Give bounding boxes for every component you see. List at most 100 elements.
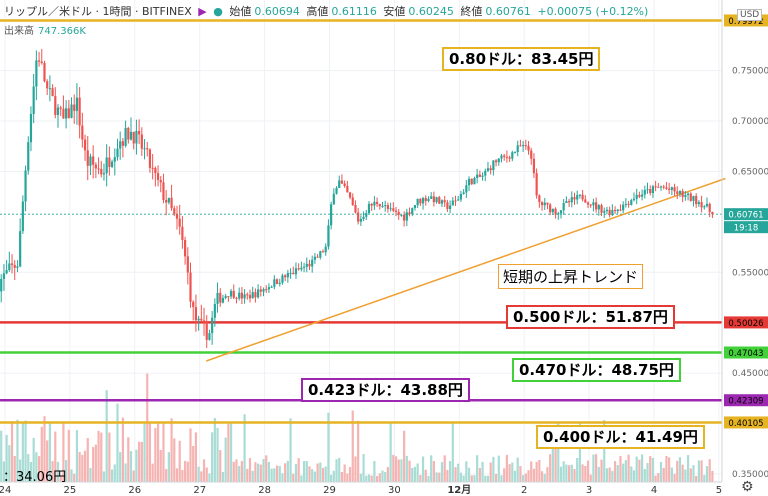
candle-body <box>462 192 465 194</box>
volume-bar <box>324 466 327 482</box>
volume-bar <box>438 472 441 482</box>
candle-body <box>649 189 652 194</box>
level-label-0400: 0.400ドル：41.49円 <box>536 425 705 449</box>
bookmark-icon[interactable]: ▶ <box>198 5 207 18</box>
candle-body <box>538 195 541 203</box>
candle-body <box>627 203 630 205</box>
volume-bar <box>692 465 695 482</box>
candle-body <box>708 203 711 212</box>
candle-body <box>240 292 243 299</box>
candle-body <box>676 191 679 194</box>
symbol-name[interactable]: リップル／米ドル · 1時間 · BITFINEX <box>4 5 192 18</box>
candle-body <box>340 180 344 184</box>
x-tick-label: 4 <box>651 485 657 496</box>
volume-bar <box>73 473 76 482</box>
candle-body <box>605 209 609 212</box>
volume-bar <box>159 449 162 482</box>
volume-bar <box>365 475 368 482</box>
volume-bar <box>403 430 406 482</box>
candle-body <box>102 173 106 175</box>
change-value: +0.00075 (+0.12%) <box>537 5 649 18</box>
volume-bar <box>330 474 333 482</box>
candle-body <box>227 296 230 298</box>
candle-body <box>40 61 43 63</box>
volume-bar <box>616 465 619 482</box>
candle-body <box>603 211 606 213</box>
candle-body <box>213 303 216 318</box>
volume-bar <box>105 390 108 482</box>
candle-body <box>551 208 554 213</box>
y-tick-label: 0.55000 <box>732 268 768 278</box>
volume-bar <box>213 418 216 482</box>
level-tag-label: 0.47043 <box>728 349 763 359</box>
volume-bar <box>305 461 308 482</box>
volume-bar <box>138 441 141 482</box>
volume-bar <box>167 452 170 482</box>
x-tick-label: 27 <box>193 485 206 496</box>
candle-body <box>524 145 527 147</box>
candle-body <box>324 246 327 253</box>
volume-bar <box>524 473 527 482</box>
candle-body <box>432 196 435 203</box>
volume-bar <box>224 437 227 482</box>
currency-badge[interactable]: USD <box>737 9 763 21</box>
candle-body <box>576 195 579 200</box>
volume-bar <box>227 423 230 482</box>
candle-body <box>511 152 514 159</box>
volume-bar <box>538 459 541 482</box>
candle-body <box>197 318 200 321</box>
candle-body <box>162 182 165 200</box>
candle-body <box>140 134 143 149</box>
volume-bar <box>254 462 257 482</box>
candle-body <box>373 201 376 206</box>
volume-bar <box>67 429 70 482</box>
volume-bar <box>275 465 279 482</box>
candle-body <box>100 168 103 175</box>
volume-bar <box>232 461 235 482</box>
volume-bar <box>446 469 449 482</box>
candle-body <box>375 201 379 205</box>
volume-bar <box>265 455 268 482</box>
volume-bar <box>581 464 584 482</box>
volume-bar <box>489 462 492 482</box>
candle-body <box>54 96 57 115</box>
candle-body <box>297 268 300 270</box>
candle-body <box>597 205 600 210</box>
candle-body <box>316 256 319 258</box>
candle-body <box>405 212 408 221</box>
candle-body <box>51 88 54 97</box>
volume-bar <box>235 459 238 482</box>
volume-bar <box>378 473 381 482</box>
candle-body <box>43 62 46 82</box>
candle-body <box>519 145 522 147</box>
candle-body <box>411 208 414 215</box>
open-value: 0.60694 <box>254 5 300 18</box>
volume-bar <box>608 467 611 482</box>
candle-body <box>65 108 68 119</box>
volume-bar <box>170 418 173 482</box>
candle-body <box>29 113 33 143</box>
volume-bar <box>513 470 517 482</box>
volume-bar <box>505 454 508 482</box>
volume-bar <box>627 454 630 482</box>
gear-icon[interactable]: ⚙ <box>741 479 754 495</box>
candle-body <box>181 226 184 241</box>
volume-bar <box>5 434 8 482</box>
candle-body <box>427 198 430 202</box>
candle-body <box>357 212 360 222</box>
candle-body <box>278 282 281 284</box>
level-tag-label: 0.79972 <box>728 17 763 27</box>
volume-bar <box>370 475 373 482</box>
volume-bar <box>586 460 590 482</box>
volume-bar <box>546 467 549 482</box>
candle-body <box>573 197 576 200</box>
candle-body <box>262 289 265 292</box>
volume-bar <box>89 467 92 482</box>
volume-bar <box>597 466 600 482</box>
candle-body <box>449 205 452 210</box>
candle-body <box>527 145 530 151</box>
volume-bar <box>205 467 208 482</box>
volume-bar <box>86 438 89 482</box>
corner-price-text: ：34.06円 <box>3 470 67 485</box>
